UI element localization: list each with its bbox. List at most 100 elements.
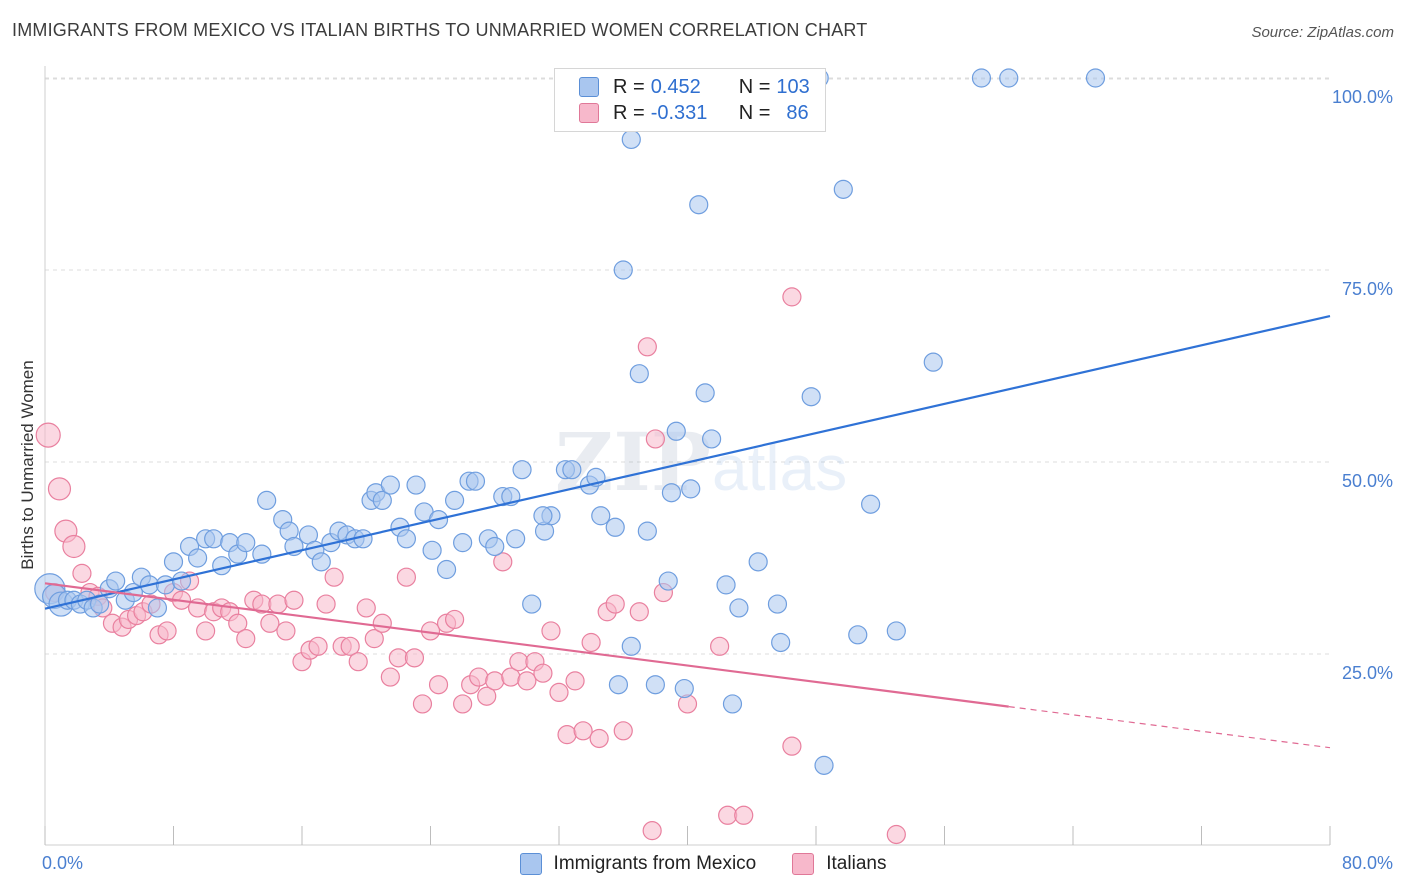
mexico-point: [613, 260, 633, 280]
italians-point: [642, 821, 662, 841]
y-tick-label: 25.0%: [1342, 663, 1393, 683]
legend-item-mexico[interactable]: Immigrants from Mexico: [519, 853, 757, 875]
italians-point: [260, 613, 280, 633]
italians-point: [453, 694, 473, 714]
italians-point: [372, 613, 392, 633]
italians-point: [356, 598, 376, 618]
mexico-point: [311, 552, 331, 572]
gridlines: [45, 77, 1330, 655]
mexico-point: [637, 521, 657, 541]
source-label: Source: ZipAtlas.com: [1251, 24, 1394, 41]
legend-r-label: R =: [613, 75, 645, 98]
italians-point: [718, 805, 738, 825]
watermark: ZIP atlas: [555, 415, 847, 509]
italians-point: [157, 621, 177, 641]
italians-point: [316, 594, 336, 614]
italians-point: [340, 636, 360, 656]
tick-labels: 25.0% 50.0% 75.0% 100.0% 0.0% 80.0%: [42, 87, 1393, 873]
mexico-point: [163, 552, 184, 572]
italians-point: [613, 721, 633, 741]
italians-point: [557, 725, 577, 745]
mexico-point: [406, 475, 426, 495]
italians-point: [35, 422, 61, 448]
legend-item-italians[interactable]: Italians: [792, 853, 886, 875]
mexico-point: [748, 552, 768, 572]
italians-point: [276, 621, 296, 641]
mexico-point: [422, 540, 442, 560]
mexico-point: [999, 68, 1019, 88]
legend-n-value: 86: [786, 101, 809, 124]
mexico-point: [1085, 68, 1106, 88]
mexico-point: [147, 598, 168, 618]
mexico-point: [923, 352, 943, 372]
legend-n-value: 103: [776, 75, 810, 98]
legend-n-label: N =: [738, 75, 771, 98]
italians-point: [477, 686, 497, 706]
mexico-point: [621, 129, 641, 150]
italians-point: [517, 671, 537, 691]
italians-point: [412, 694, 433, 714]
italians-point: [62, 534, 86, 559]
y-tick-label: 75.0%: [1342, 279, 1393, 299]
italians-point: [541, 621, 561, 641]
italians-trend-dashed: [1008, 706, 1331, 749]
mexico-point: [645, 675, 665, 695]
mexico-point: [106, 571, 126, 591]
chart-title: IMMIGRANTS FROM MEXICO VS ITALIAN BIRTHS…: [12, 20, 868, 40]
stats-legend: R = 0.452 N = 103 R = -0.331 N = 86: [554, 68, 826, 132]
italians-point: [396, 567, 417, 587]
italians-point: [228, 613, 248, 633]
mexico-point: [171, 571, 192, 591]
italians-point: [493, 552, 513, 572]
legend-swatch-mexico: [579, 77, 599, 97]
mexico-point: [689, 195, 709, 215]
italians-point: [469, 667, 489, 687]
mexico-point: [257, 490, 277, 510]
trend-lines: [44, 315, 1331, 749]
italians-point: [444, 609, 465, 630]
legend-swatch-italians: [792, 853, 815, 875]
mexico-point: [380, 475, 400, 495]
italians-point: [589, 728, 609, 749]
italians-point: [734, 805, 754, 825]
mexico-point: [465, 471, 486, 491]
mexico-point: [716, 575, 736, 595]
legend-row-mexico: R = 0.452 N = 103: [579, 75, 810, 99]
italians-point: [645, 429, 665, 449]
watermark-atlas: atlas: [712, 432, 847, 504]
italians-point: [573, 721, 593, 741]
italians-point: [348, 652, 368, 672]
italians-point: [428, 675, 449, 695]
italians-point: [388, 648, 408, 668]
italians-point: [637, 337, 657, 357]
mexico-point: [695, 383, 715, 403]
italians-point: [268, 594, 288, 614]
legend-label-italians: Italians: [826, 853, 887, 874]
mexico-point: [155, 575, 176, 595]
italians-point: [629, 602, 649, 622]
legend-r-value: -0.331: [650, 101, 708, 124]
axes: [44, 66, 1331, 846]
y-tick-label: 100.0%: [1332, 87, 1393, 107]
mexico-point: [90, 594, 110, 614]
legend-n-label: N =: [738, 101, 771, 124]
mexico-point: [608, 675, 629, 695]
mexico-point: [436, 559, 457, 580]
mexico-point: [512, 460, 532, 480]
italians-point: [581, 632, 601, 653]
italians-point: [308, 636, 328, 656]
series-legend: Immigrants from Mexico Italians: [0, 852, 1406, 876]
italians-point: [380, 667, 400, 687]
italians-point: [782, 287, 802, 307]
mexico-point: [533, 506, 553, 526]
x-tick-label: 0.0%: [42, 853, 83, 873]
legend-r-label: R =: [613, 101, 645, 124]
legend-label-mexico: Immigrants from Mexico: [553, 853, 757, 874]
mexico-point: [453, 533, 473, 553]
mexico-point: [666, 421, 686, 441]
mexico-point: [444, 490, 465, 510]
mexico-point: [771, 632, 791, 653]
mexico-point: [722, 694, 743, 714]
mexico-point: [396, 529, 417, 549]
